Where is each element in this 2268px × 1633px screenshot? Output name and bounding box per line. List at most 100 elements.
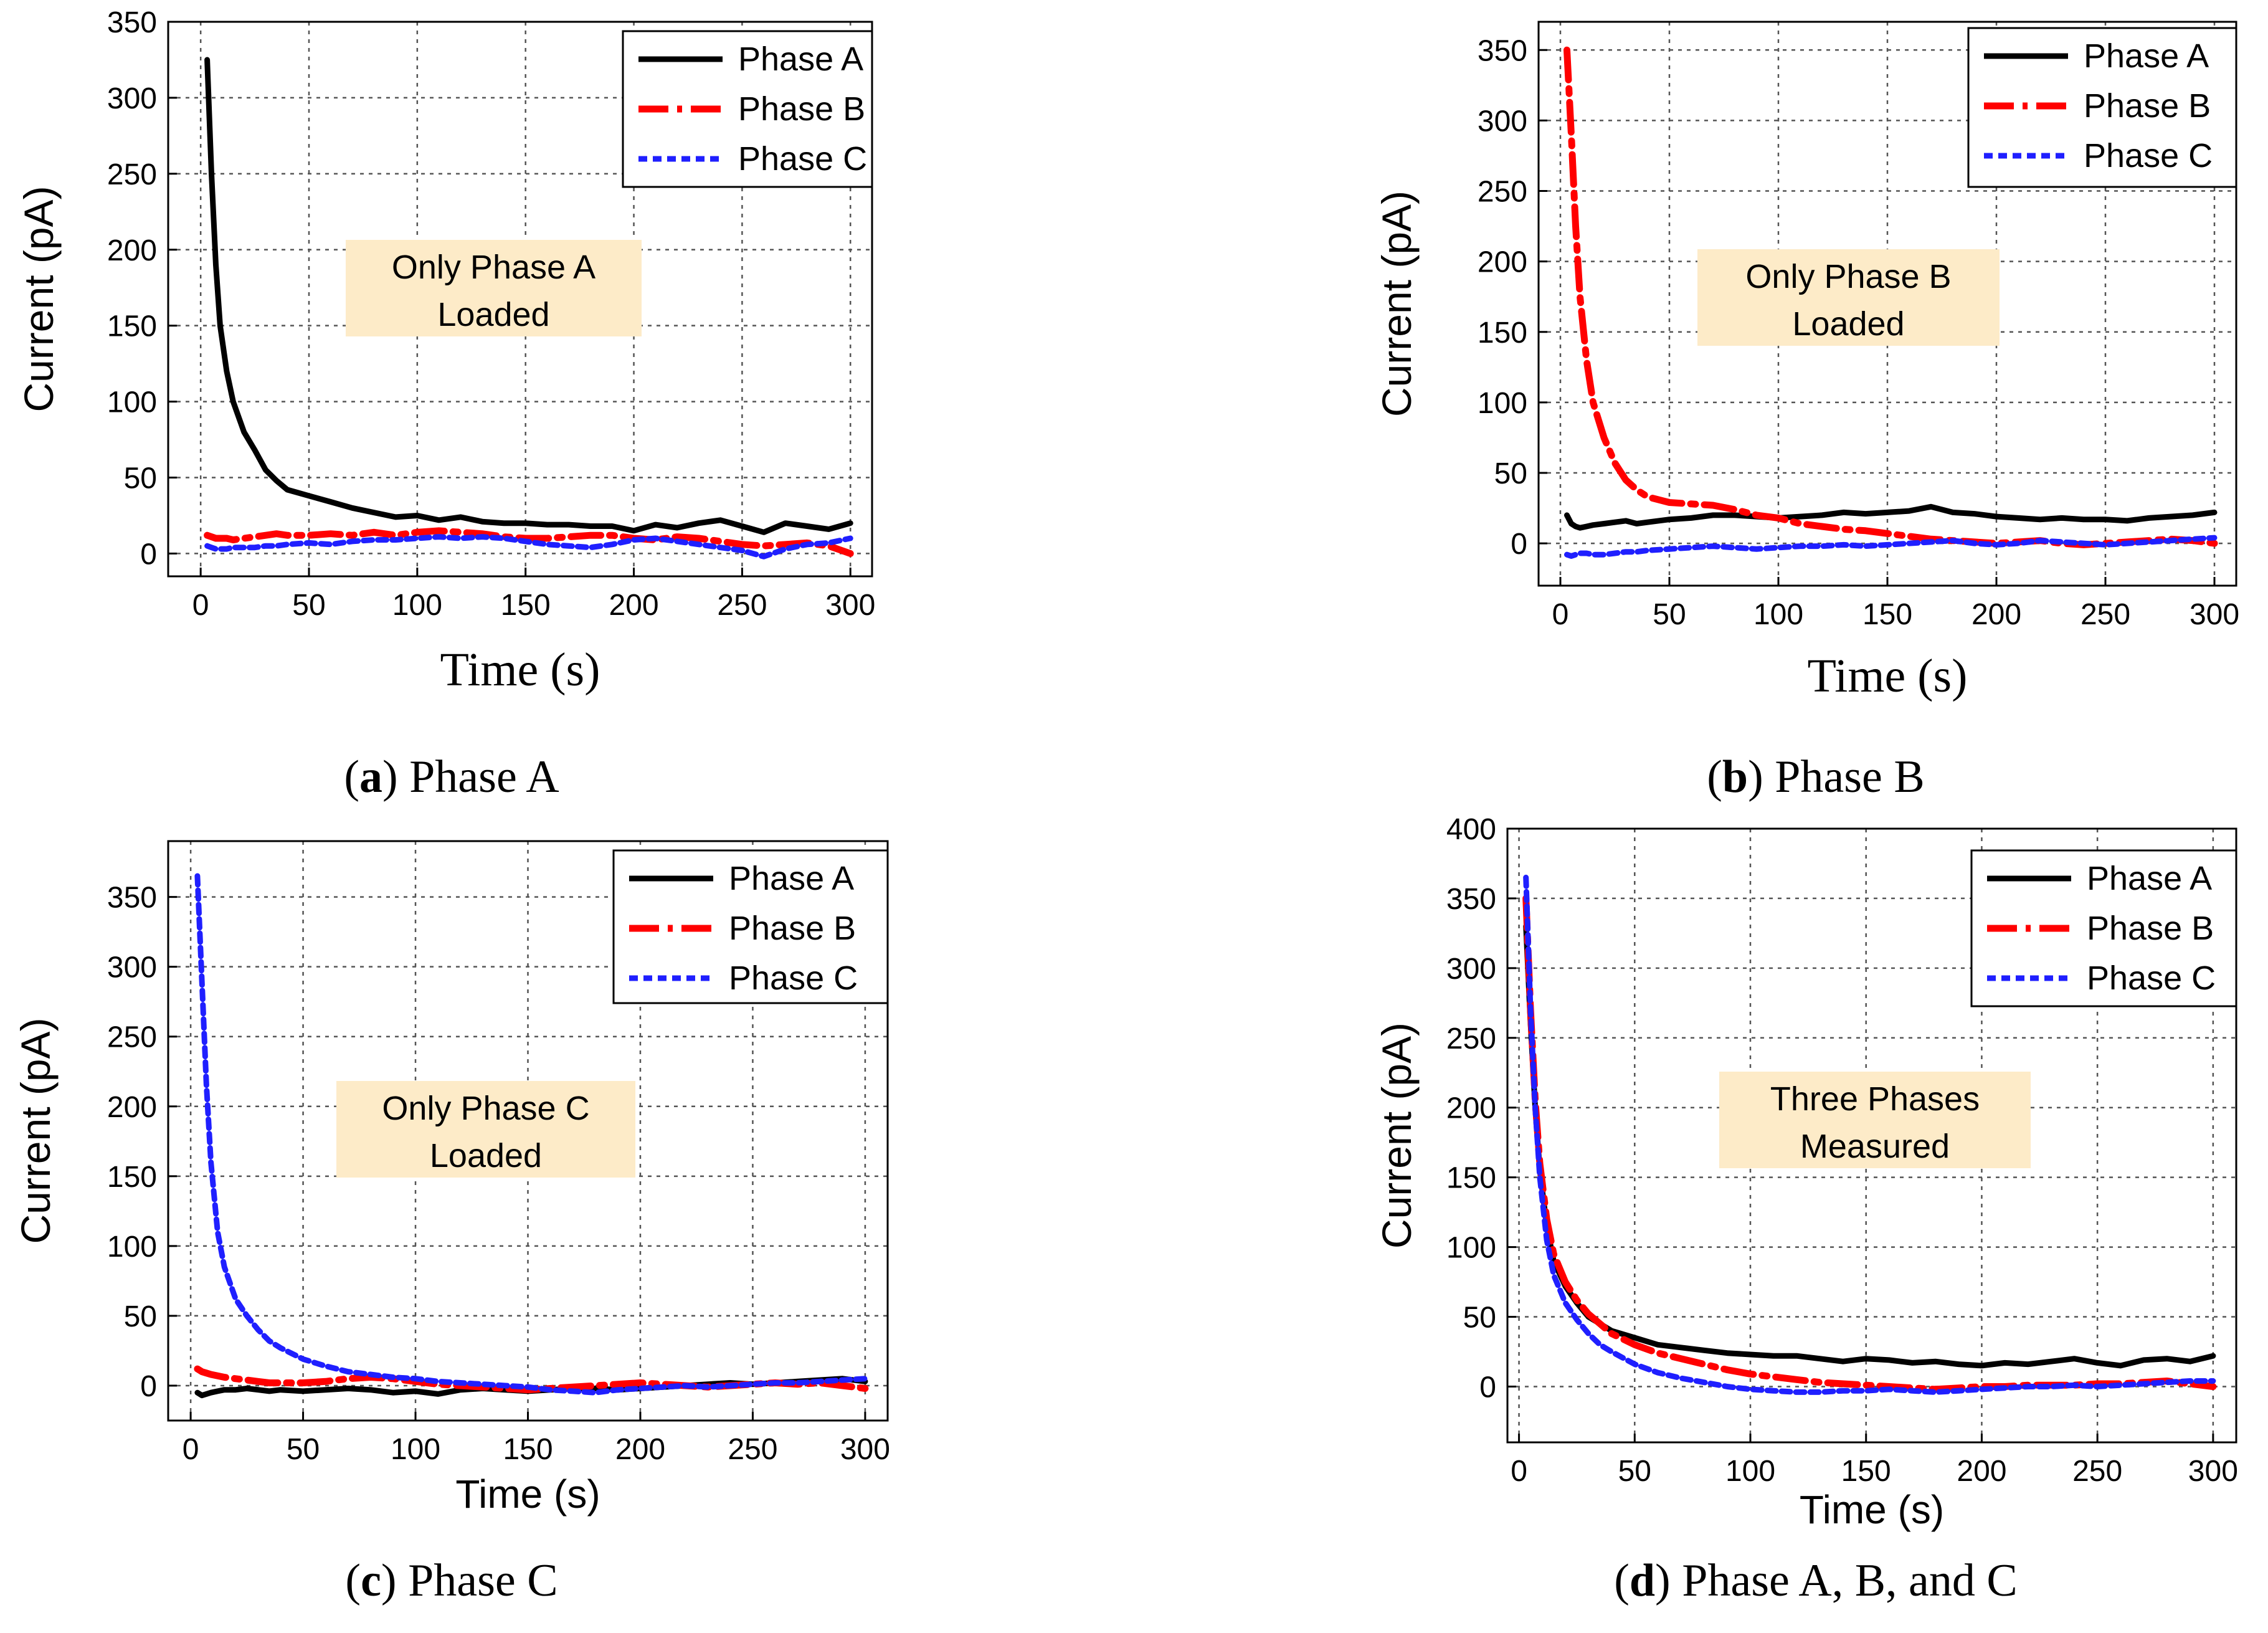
x-axis-label: Time (s): [1800, 1487, 1944, 1532]
annotation-line: Loaded: [437, 296, 549, 333]
series-line-phase-a: [1564, 503, 2218, 531]
x-tick-label: 200: [615, 1433, 665, 1466]
x-tick-label: 200: [609, 589, 658, 622]
y-tick-label: 100: [107, 386, 157, 419]
annotation-box: [1719, 1072, 2031, 1168]
x-tick-label: 0: [1552, 598, 1569, 631]
y-tick-label: 0: [1479, 1371, 1496, 1404]
annotation-line: Loaded: [430, 1137, 542, 1174]
y-tick-label: 0: [1511, 528, 1527, 561]
annotation-line: Only Phase C: [382, 1090, 589, 1127]
y-tick-label: 250: [107, 158, 157, 191]
legend-label-phase-b: Phase B: [2084, 87, 2211, 125]
x-tick-label: 300: [825, 589, 875, 622]
annotation-line: Only Phase A: [392, 249, 595, 286]
legend-label-phase-c: Phase C: [729, 959, 858, 997]
x-tick-label: 300: [840, 1433, 890, 1466]
y-tick-label: 100: [1446, 1232, 1496, 1265]
chart-b-svg: 0 50 100 150 200 250 300 0 50 100 150 200 250 300 350 T…: [1374, 21, 2239, 702]
x-tick-label: 50: [1653, 598, 1686, 631]
caption-c: (c) Phase C: [345, 1555, 558, 1606]
y-tick-label: 350: [107, 6, 157, 39]
annotation-box: [346, 240, 642, 336]
x-tick-label: 150: [1841, 1455, 1891, 1488]
x-tick-label: 150: [501, 589, 551, 622]
y-tick-label: 350: [1478, 34, 1527, 67]
series-line-phase-b: [204, 527, 854, 557]
x-tick-label: 250: [728, 1433, 777, 1466]
legend-label-phase-c: Phase C: [2084, 137, 2213, 174]
x-tick-label: 50: [292, 589, 325, 622]
y-tick-label: 50: [124, 462, 157, 495]
y-axis-label: Current (pA): [16, 186, 62, 412]
x-tick-label: 250: [2072, 1455, 2122, 1488]
plot-frame: [167, 21, 873, 578]
legend-label-phase-c: Phase C: [2087, 959, 2216, 997]
chart-panel-b: 0 50 100 150 200 250 300 0 50 100 150 200 250 300 350 T…: [1134, 0, 2268, 816]
x-tick-label: 100: [391, 1433, 440, 1466]
x-tick-label: 250: [717, 589, 767, 622]
legend-label-phase-a: Phase A: [2087, 860, 2212, 897]
x-axis-label: Time (s): [1808, 650, 1968, 702]
x-tick-label: 50: [287, 1433, 320, 1466]
y-tick-label: 350: [1446, 883, 1496, 916]
legend-label-phase-a: Phase A: [2084, 37, 2209, 75]
x-tick-label: 50: [1618, 1455, 1651, 1488]
x-tick-label: 200: [1957, 1455, 2006, 1488]
chart-panel-a: 0 50 100 150 200 250 300 0 50 100 150 200 250 300 350 T…: [0, 0, 1134, 816]
chart-c-svg: 0 50 100 150 200 250 300 0 50 100 150 200 250 300 350 T…: [12, 840, 890, 1516]
y-tick-label: 200: [107, 234, 157, 267]
chart-a-svg: 0 50 100 150 200 250 300 0 50 100 150 200 250 300 350 T…: [16, 6, 875, 696]
plot-frame: [1506, 827, 2237, 1444]
y-tick-label: 150: [107, 310, 157, 343]
chart-panel-c: 0 50 100 150 200 250 300 0 50 100 150 200 250 300 350 T…: [0, 816, 1134, 1633]
y-tick-label: 50: [1463, 1302, 1496, 1335]
x-axis-label: Time (s): [440, 644, 600, 696]
x-tick-label: 0: [1511, 1455, 1527, 1488]
caption-d: (d) Phase A, B, and C: [1614, 1555, 2018, 1606]
y-axis-label: Current (pA): [1374, 191, 1420, 417]
legend-label-phase-a: Phase A: [729, 860, 854, 897]
x-tick-label: 100: [392, 589, 442, 622]
y-tick-label: 250: [1478, 176, 1527, 209]
y-tick-label: 50: [124, 1300, 157, 1333]
y-axis-label: Current (pA): [1374, 1022, 1420, 1249]
caption-b: (b) Phase B: [1707, 751, 1925, 802]
y-tick-label: 200: [1446, 1092, 1496, 1125]
y-tick-label: 250: [1446, 1022, 1496, 1055]
x-tick-label: 100: [1753, 598, 1803, 631]
legend-label-phase-b: Phase B: [738, 90, 865, 128]
annotation-box: [336, 1081, 635, 1178]
x-tick-label: 100: [1725, 1455, 1775, 1488]
y-tick-label: 250: [107, 1021, 157, 1054]
series-line-phase-c: [1564, 535, 2218, 559]
y-tick-label: 300: [107, 951, 157, 984]
y-tick-label: 150: [107, 1161, 157, 1194]
y-tick-label: 100: [1478, 387, 1527, 420]
x-tick-label: 0: [183, 1433, 199, 1466]
legend-label-phase-c: Phase C: [738, 140, 867, 178]
y-tick-label: 0: [140, 1370, 157, 1403]
legend-label-phase-b: Phase B: [729, 910, 856, 947]
annotation-line: Measured: [1800, 1128, 1950, 1165]
y-tick-label: 300: [1446, 953, 1496, 986]
y-tick-label: 200: [107, 1091, 157, 1124]
y-tick-label: 50: [1494, 457, 1527, 490]
series-line-phase-c: [204, 534, 853, 559]
chart-panel-d: 0 50 100 150 200 250 300 0 50 100 150 200 250 300 350 4…: [1134, 813, 2268, 1633]
x-tick-label: 150: [1862, 598, 1912, 631]
x-tick-label: 200: [1971, 598, 2021, 631]
legend-label-phase-a: Phase A: [738, 40, 863, 78]
chart-d-svg: 0 50 100 150 200 250 300 0 50 100 150 200 250 300 350 4…: [1374, 813, 2238, 1532]
y-tick-label: 350: [107, 882, 157, 915]
series-line-phase-c: [1523, 874, 2216, 1395]
annotation-box: [1697, 249, 2000, 346]
x-axis-label: Time (s): [455, 1472, 600, 1516]
caption-a: (a) Phase A: [344, 751, 559, 802]
y-tick-label: 0: [140, 538, 157, 571]
annotation-line: Only Phase B: [1745, 258, 1951, 295]
y-tick-label: 300: [107, 82, 157, 115]
y-tick-label: 400: [1446, 813, 1496, 846]
annotation-line: Loaded: [1792, 305, 1904, 343]
x-tick-label: 300: [2190, 598, 2239, 631]
